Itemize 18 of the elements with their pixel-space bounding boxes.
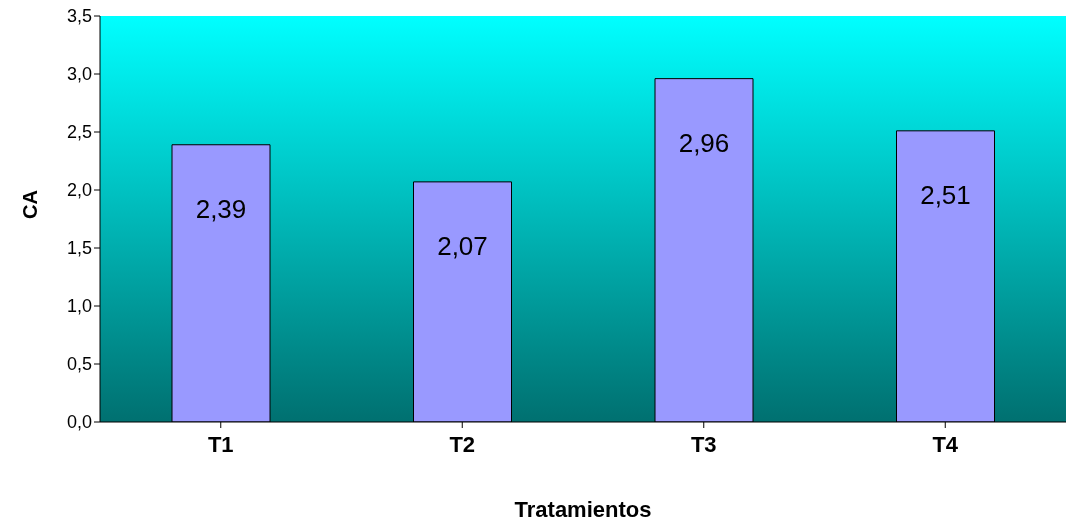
y-tick-label: 3,5 <box>66 6 92 27</box>
y-tick-label: 1,0 <box>66 296 92 317</box>
x-axis-title: Tratamientos <box>514 497 652 522</box>
data-label: 2,39 <box>195 194 247 225</box>
data-label: 2,96 <box>678 128 730 159</box>
data-label: 2,51 <box>920 180 971 211</box>
y-tick-label: 0,0 <box>66 412 92 433</box>
y-tick-label: 3,0 <box>66 64 92 85</box>
y-tick-label: 2,5 <box>66 122 92 143</box>
y-tick-label: 2,0 <box>66 180 92 201</box>
x-tick-label: T1 <box>207 431 234 457</box>
data-label: 2,07 <box>437 231 488 262</box>
x-tick-label: T4 <box>932 431 959 457</box>
y-tick-label: 1,5 <box>66 238 92 259</box>
y-tick-label: 0,5 <box>66 354 92 375</box>
y-axis-title: CA <box>19 190 42 219</box>
x-tick-label: T2 <box>449 431 476 457</box>
x-tick-label: T3 <box>690 431 717 457</box>
